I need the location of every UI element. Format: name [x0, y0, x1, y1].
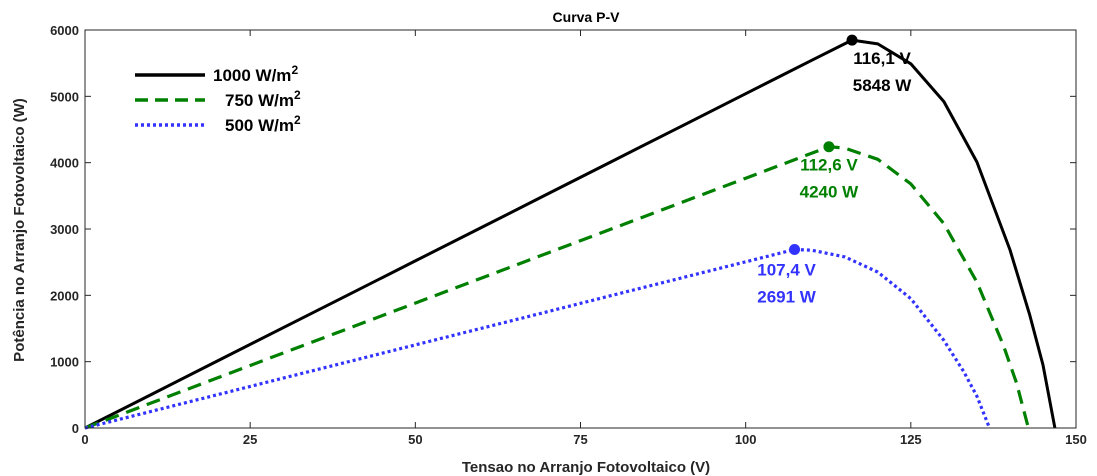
legend-label-0: 1000 W/m2	[213, 63, 298, 85]
y-tick-label-6: 6000	[50, 23, 79, 38]
y-tick-label-2: 2000	[50, 288, 79, 303]
x-tick-label-6: 150	[1065, 432, 1087, 447]
legend-label-2: 500 W/m2	[225, 113, 301, 135]
mpp-voltage-label-2: 107,4 V	[757, 260, 816, 279]
y-tick-label-3: 3000	[50, 222, 79, 237]
y-tick-label-0: 0	[72, 421, 79, 436]
y-axis-title: Potência no Arranjo Fotovoltaico (W)	[11, 98, 28, 362]
mpp-power-label-2: 2691 W	[757, 287, 817, 306]
mpp-power-label-0: 5848 W	[853, 76, 913, 95]
axes: 0 25 50 75 100 125 150 0 1000 2000 3000 4000 5000 600…	[50, 23, 1087, 447]
y-tick-label-5: 5000	[50, 89, 79, 104]
series-line-0	[84, 38, 1057, 430]
x-tick-label-1: 25	[243, 432, 257, 447]
mpp-marker-0	[846, 34, 858, 46]
legend: 1000 W/m2 750 W/m2 500 W/m2	[135, 63, 301, 135]
mpp-power-label-1: 4240 W	[800, 183, 860, 202]
series-line-2	[84, 247, 991, 430]
mpp-voltage-label-1: 112,6 V	[800, 156, 858, 175]
mpp-marker-1	[823, 141, 835, 153]
x-tick-label-5: 125	[900, 432, 922, 447]
x-tick-label-0: 0	[81, 432, 88, 447]
chart-title: Curva P-V	[553, 9, 621, 25]
mpp-marker-2	[789, 243, 801, 255]
x-tick-label-3: 75	[573, 432, 587, 447]
x-tick-label-4: 100	[735, 432, 757, 447]
y-tick-label-4: 4000	[50, 156, 79, 171]
x-axis-title: Tensao no Arranjo Fotovoltaico (V)	[462, 459, 710, 476]
mpp-voltage-label-0: 116,1 V	[853, 49, 911, 68]
series-line-1	[84, 145, 1030, 430]
axes-box	[84, 29, 1077, 429]
legend-label-1: 750 W/m2	[225, 88, 301, 110]
plot-area: 116,1 V 5848 W 112,6 V 4240 W 107,4 V 2691 W	[84, 34, 1057, 430]
x-tick-label-2: 50	[408, 432, 422, 447]
y-tick-label-1: 1000	[50, 355, 79, 370]
